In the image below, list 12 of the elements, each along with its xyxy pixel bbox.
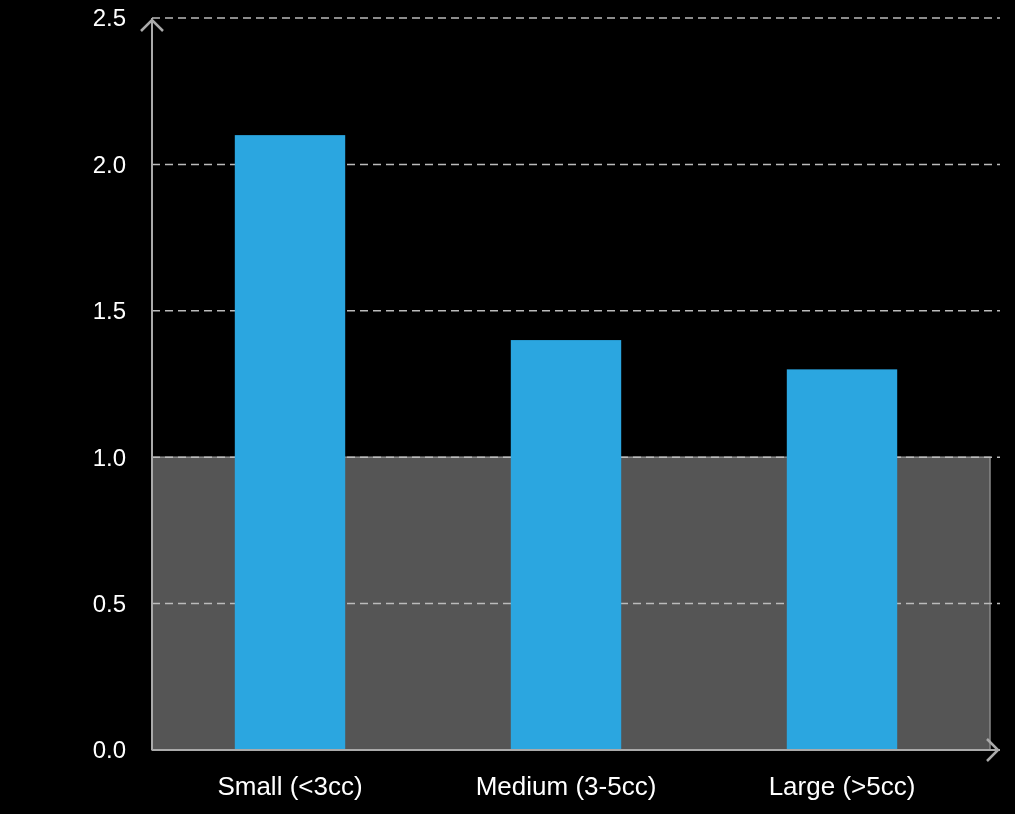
x-tick-label: Large (>5cc) [768, 771, 916, 801]
y-tick-label: 0.0 [92, 736, 126, 764]
y-tick-label: 0.5 [92, 590, 126, 617]
y-tick-label: 1.0 [92, 443, 126, 471]
y-tick-label: 1.5 [92, 297, 126, 325]
y-tick-label: 2.5 [92, 4, 126, 32]
y-tick-label: 2.0 [92, 150, 126, 178]
x-tick-label: Small (<3cc) [217, 771, 363, 801]
bar [510, 340, 622, 750]
x-tick-label: Medium (3-5cc) [475, 771, 657, 801]
bar [786, 369, 898, 750]
bar [234, 135, 346, 750]
